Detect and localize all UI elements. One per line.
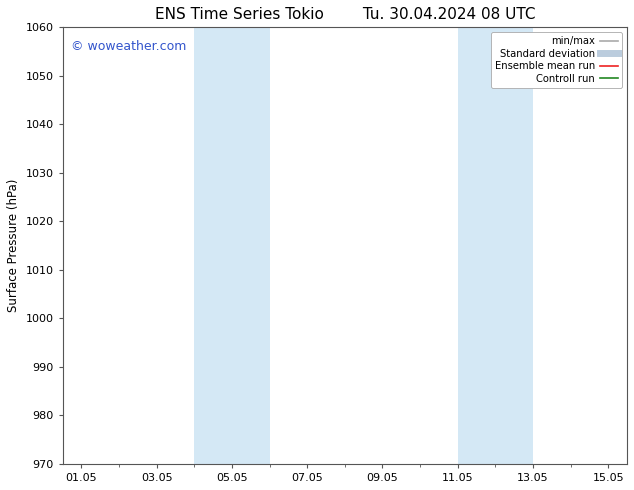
Y-axis label: Surface Pressure (hPa): Surface Pressure (hPa) [7,179,20,312]
Bar [495,27,533,464]
Bar [195,27,232,464]
Legend: min/max, Standard deviation, Ensemble mean run, Controll run: min/max, Standard deviation, Ensemble me… [491,32,622,88]
Bar [232,27,269,464]
Text: © woweather.com: © woweather.com [71,40,186,53]
Bar [458,27,495,464]
Title: ENS Time Series Tokio        Tu. 30.04.2024 08 UTC: ENS Time Series Tokio Tu. 30.04.2024 08 … [155,7,535,22]
